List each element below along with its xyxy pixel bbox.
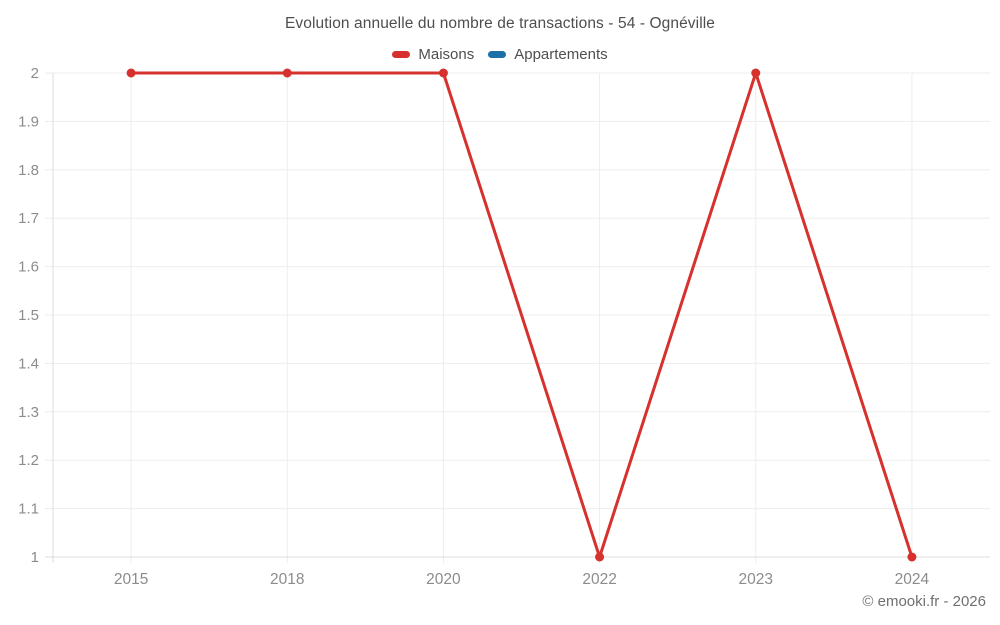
- copyright-notice: © emooki.fr - 2026: [862, 593, 986, 610]
- legend-label-appartements: Appartements: [514, 45, 608, 63]
- y-axis-tick-label: 1.8: [18, 162, 39, 179]
- x-axis-tick-label: 2018: [270, 571, 304, 588]
- y-axis-tick-label: 1.6: [18, 259, 39, 276]
- y-axis-tick-label: 1.9: [18, 113, 39, 130]
- chart-legend: Maisons Appartements: [0, 44, 1000, 64]
- y-axis-tick-label: 1.4: [18, 355, 39, 372]
- legend-swatch-maisons-icon: [392, 50, 411, 58]
- y-axis-tick-label: 1.7: [18, 210, 39, 227]
- chart-title: Evolution annuelle du nombre de transact…: [284, 15, 716, 32]
- legend-item-appartements[interactable]: Appartements: [488, 45, 608, 63]
- y-axis-tick-label: 2: [31, 65, 39, 82]
- legend-label-maisons: Maisons: [418, 45, 475, 63]
- x-axis-tick-label: 2015: [114, 571, 148, 588]
- x-axis-tick-label: 2022: [582, 571, 616, 588]
- data-point-maisons-2023[interactable]: [751, 68, 761, 78]
- data-point-maisons-2015[interactable]: [126, 68, 136, 78]
- legend-swatch-appartements-icon: [488, 50, 507, 58]
- legend-item-maisons[interactable]: Maisons: [392, 46, 474, 63]
- data-point-maisons-2020[interactable]: [438, 68, 448, 78]
- x-axis-tick-label: 2023: [739, 571, 773, 588]
- x-axis-tick-label: 2020: [426, 571, 461, 588]
- x-axis-tick-label: 2024: [895, 571, 930, 588]
- y-axis-tick-label: 1.2: [18, 452, 39, 469]
- data-point-maisons-2022[interactable]: [595, 552, 605, 562]
- y-axis-tick-label: 1.3: [18, 404, 39, 421]
- y-axis-tick-label: 1.5: [18, 307, 39, 324]
- y-axis-tick-label: 1.1: [18, 501, 39, 518]
- data-point-maisons-2024[interactable]: [907, 552, 917, 562]
- series-line-maisons: [131, 71, 914, 559]
- y-axis-tick-label: 1: [31, 549, 39, 566]
- data-point-maisons-2018[interactable]: [282, 68, 292, 78]
